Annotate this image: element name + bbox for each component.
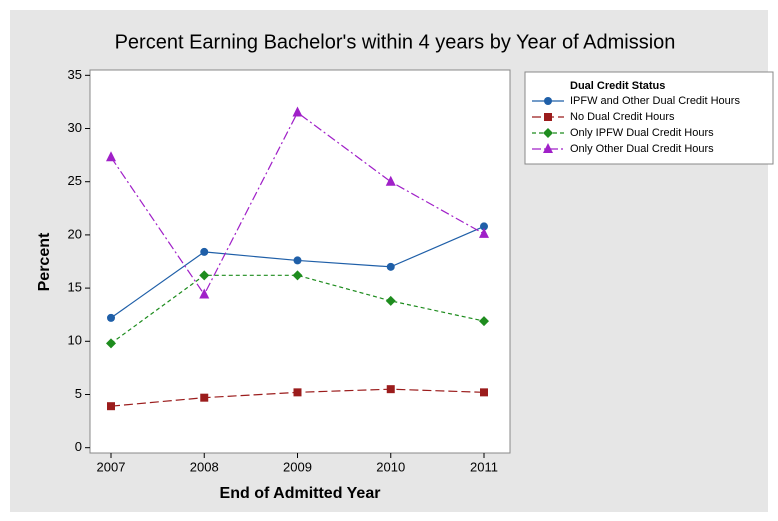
- y-tick-label: 15: [68, 280, 82, 295]
- x-tick-label: 2010: [376, 459, 405, 474]
- data-point: [386, 385, 395, 394]
- data-point: [479, 227, 489, 238]
- legend: [524, 71, 774, 165]
- data-point: [385, 295, 396, 306]
- data-point: [106, 338, 116, 349]
- data-point: [200, 393, 209, 402]
- chart-title: Percent Earning Bachelor's within 4 year…: [115, 31, 676, 53]
- legend-label: Only IPFW Dual Credit Hours: [570, 127, 714, 139]
- data-point: [480, 222, 488, 231]
- x-tick-label: 2009: [283, 459, 312, 474]
- data-point: [385, 175, 396, 186]
- y-tick-label: 0: [75, 439, 82, 454]
- data-point: [479, 316, 489, 327]
- data-point: [200, 247, 209, 256]
- x-tick-label: 2011: [470, 459, 498, 474]
- legend-label: IPFW and Other Dual Credit Hours: [570, 95, 740, 107]
- legend-title: Dual Credit Status: [570, 80, 665, 92]
- data-point: [293, 388, 302, 397]
- legend-marker: [543, 143, 553, 153]
- data-point: [107, 313, 115, 322]
- y-tick-label: 20: [68, 226, 82, 241]
- series-line: [110, 274, 485, 344]
- y-tick-label: 30: [68, 120, 82, 135]
- data-point: [386, 262, 395, 271]
- y-axis-label: Percent: [36, 232, 53, 291]
- data-point: [199, 288, 210, 299]
- x-tick-label: 2008: [190, 459, 219, 474]
- data-point: [106, 151, 116, 162]
- y-tick-label: 35: [68, 67, 82, 82]
- data-point: [480, 388, 488, 397]
- legend-marker: [544, 97, 552, 105]
- data-point: [199, 270, 210, 281]
- legend-marker: [543, 128, 553, 138]
- y-tick-label: 10: [68, 333, 82, 348]
- y-tick-label: 25: [68, 173, 82, 188]
- data-point: [293, 256, 302, 265]
- x-axis-label: End of Admitted Year: [220, 485, 381, 502]
- data-point: [292, 270, 303, 281]
- data-point: [107, 402, 115, 411]
- legend-marker: [544, 113, 552, 121]
- legend-label: No Dual Credit Hours: [570, 111, 675, 123]
- legend-label: Only Other Dual Credit Hours: [570, 143, 714, 155]
- data-point: [292, 106, 303, 117]
- y-tick-label: 5: [75, 386, 82, 401]
- x-tick-label: 2007: [97, 459, 126, 474]
